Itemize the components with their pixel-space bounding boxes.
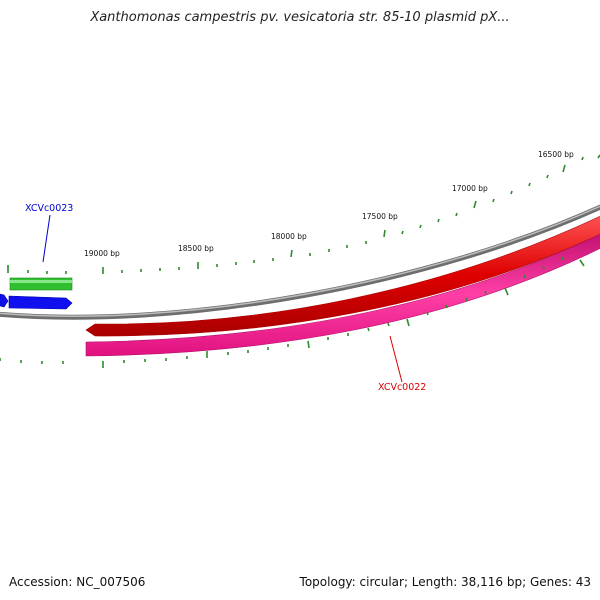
gene-arrow-blue[interactable]: [8, 295, 73, 310]
inner-tick-ring: [0, 256, 585, 368]
label-leader-xcvc0023: [42, 214, 51, 263]
ruler-label-16500: 16500 bp: [538, 150, 574, 159]
gene-label-xcvc0023[interactable]: XCVc0023: [25, 203, 73, 214]
accession-text: Accession: NC_007506: [9, 575, 146, 589]
topology-summary: Topology: circular; Length: 38,116 bp; G…: [299, 575, 591, 589]
gene-arrow-blue-partial[interactable]: [0, 293, 9, 308]
ruler-label-18000: 18000 bp: [271, 232, 307, 241]
gene-bar-xcvc0023[interactable]: [9, 277, 73, 291]
gene-bar-reverse-strand[interactable]: [85, 232, 600, 357]
sequence-backbone: [0, 204, 600, 320]
gene-label-xcvc0022[interactable]: XCVc0022: [378, 382, 426, 393]
ruler-label-18500: 18500 bp: [178, 244, 214, 253]
outer-tick-ring: [7, 154, 600, 274]
sequence-backbone-highlight: [0, 205, 600, 317]
label-leader-xcvc0022: [389, 335, 403, 383]
gene-bar-xcvc0023-shine: [10, 280, 72, 283]
ruler-label-17000: 17000 bp: [452, 184, 488, 193]
ruler-label-17500: 17500 bp: [362, 212, 398, 221]
map-title: Xanthomonas campestris pv. vesicatoria s…: [90, 10, 510, 25]
ruler-label-19000: 19000 bp: [84, 249, 120, 258]
gene-arrow-xcvc0022-forward[interactable]: [85, 214, 600, 337]
